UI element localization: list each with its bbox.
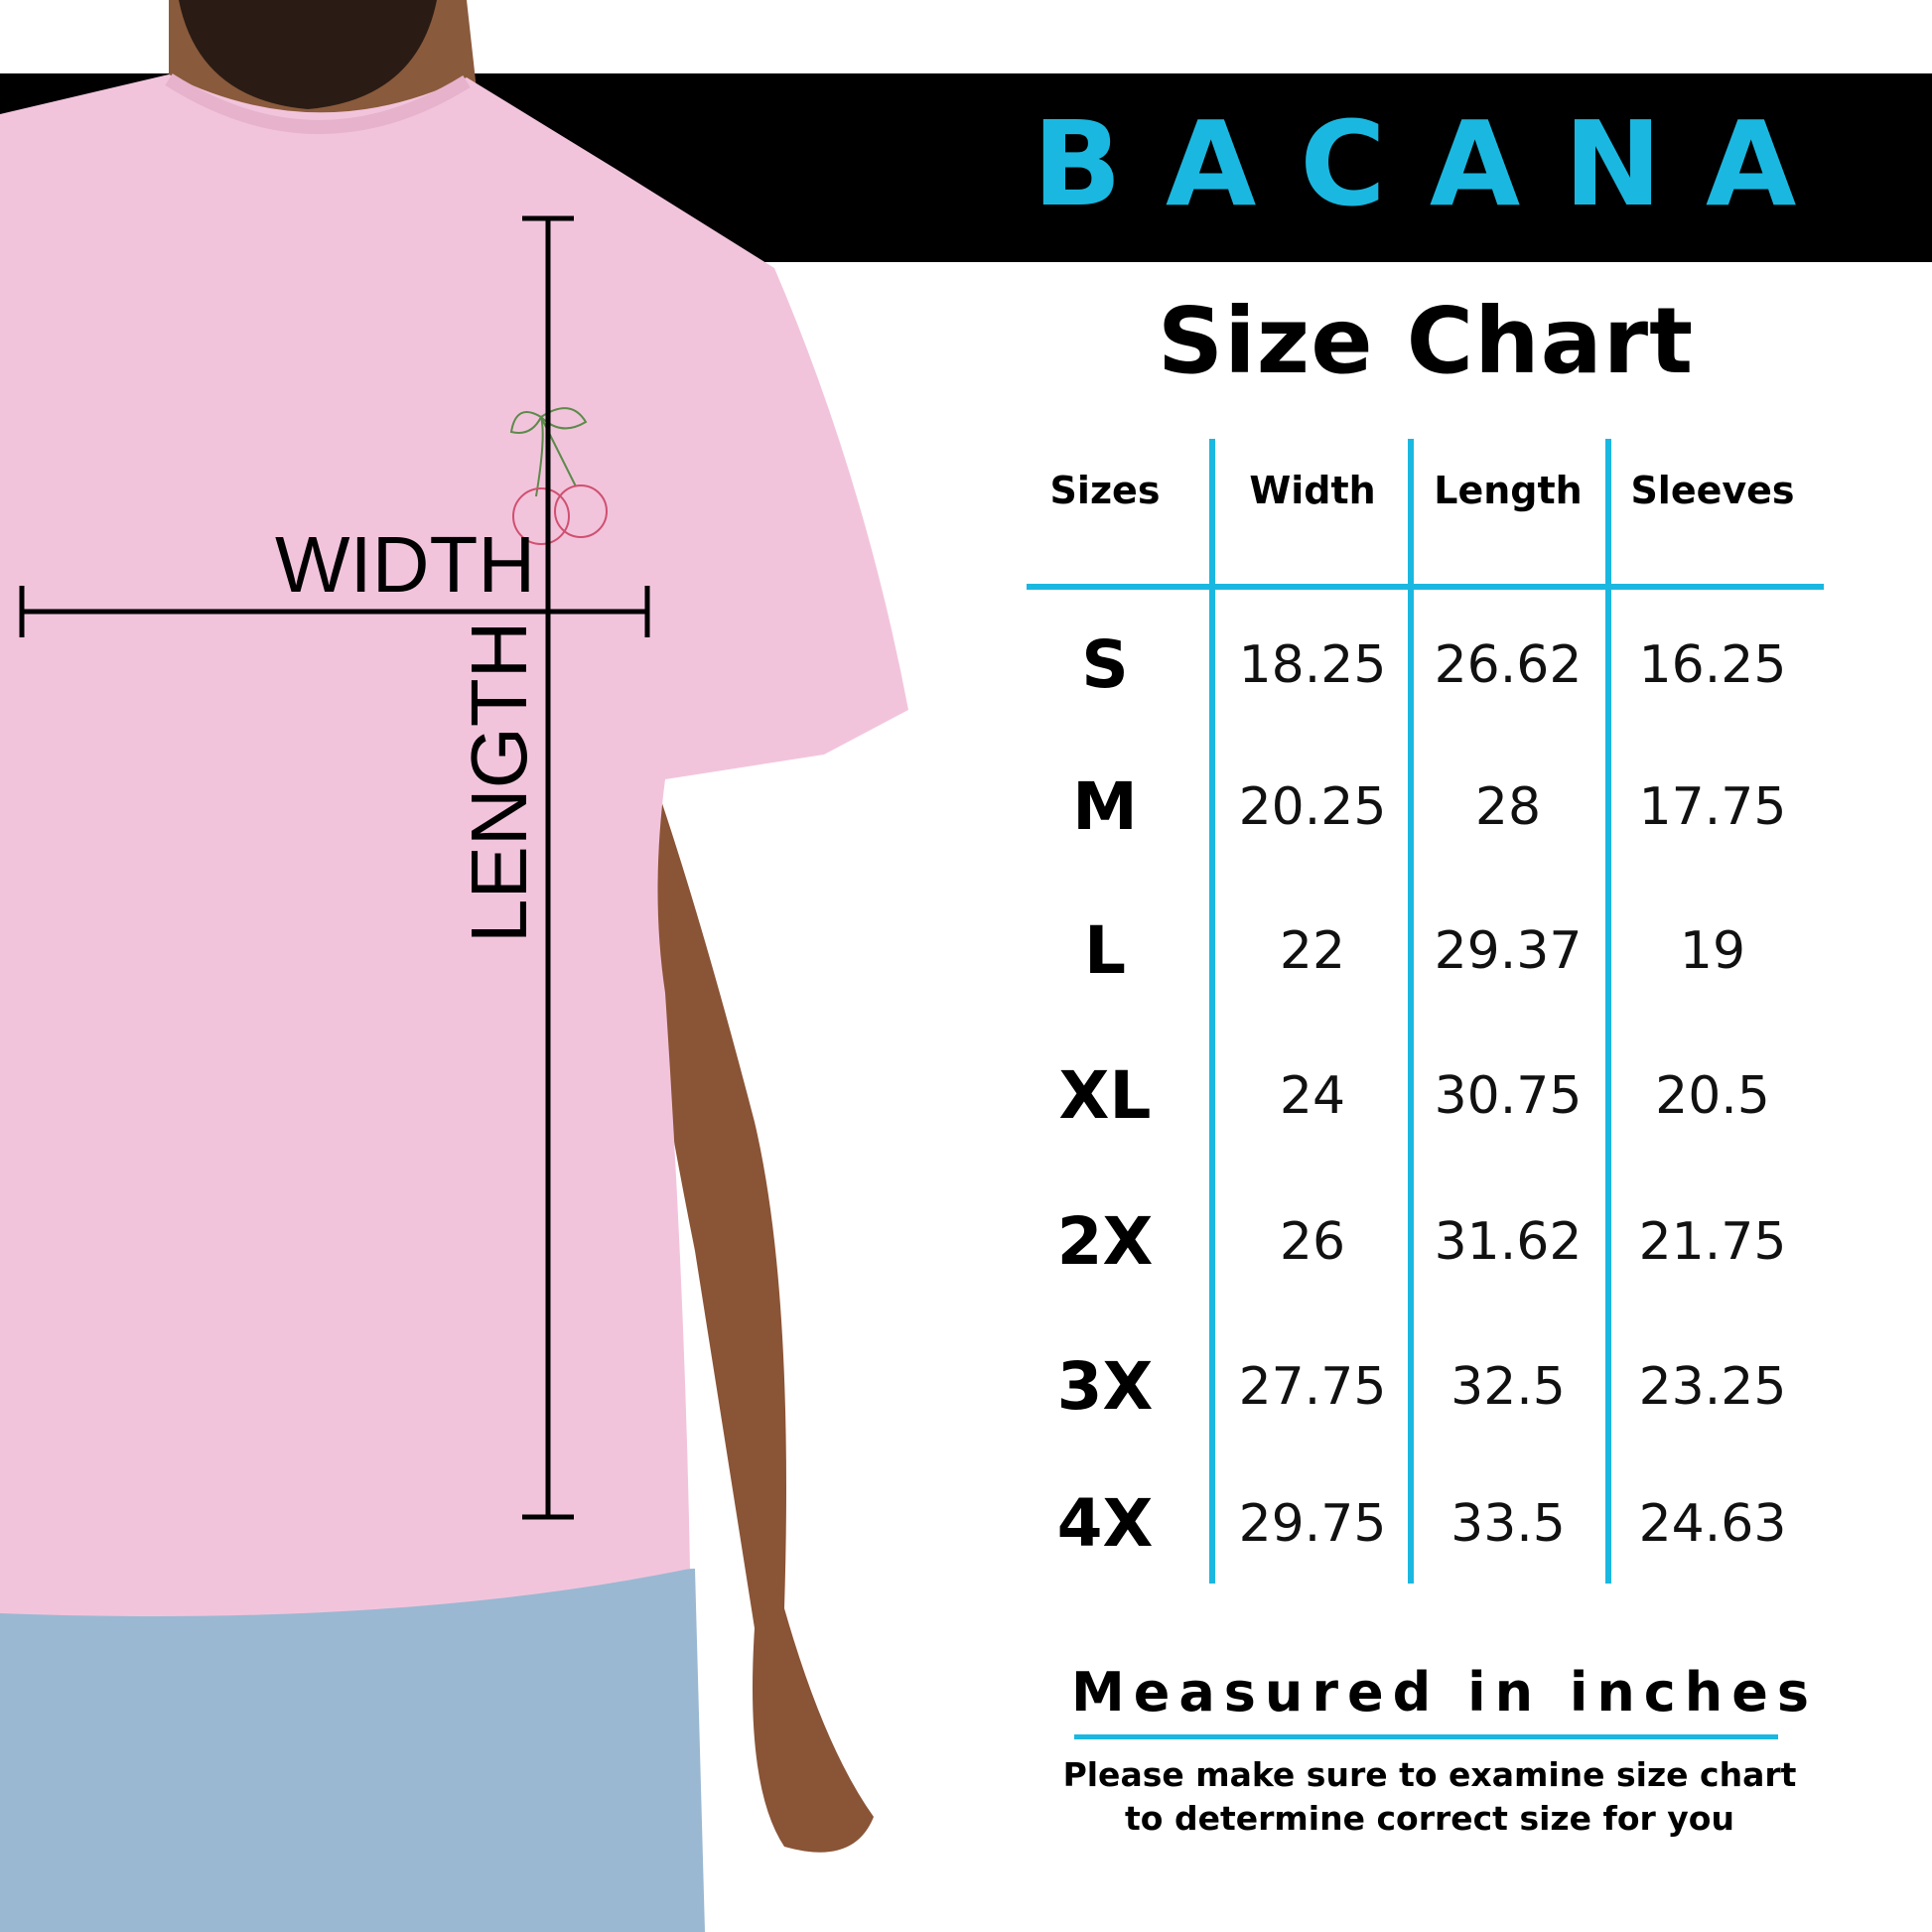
length-label: LENGTH	[455, 621, 543, 944]
table-cell-length: 29.37	[1434, 921, 1583, 981]
width-label: WIDTH	[275, 520, 535, 609]
table-cell-length: 32.5	[1450, 1357, 1566, 1417]
table-cell-width: 18.25	[1238, 635, 1387, 695]
model-jeans	[0, 1569, 705, 1932]
table-cell-width: 24	[1279, 1066, 1346, 1126]
cherry-icon	[509, 407, 608, 545]
model-beard	[179, 0, 437, 109]
table-cell-size: 4X	[1056, 1485, 1154, 1562]
table-cell-sleeves: 21.75	[1638, 1212, 1787, 1272]
model-arm	[635, 755, 874, 1853]
table-cell-sleeves: 23.25	[1638, 1357, 1787, 1417]
table-cell-size: S	[1081, 626, 1129, 703]
table-cell-width: 26	[1279, 1212, 1346, 1272]
column-header-length: Length	[1434, 469, 1583, 512]
brand-logo: BACANA	[1033, 95, 1841, 232]
model-photo: WIDTH LENGTH	[0, 0, 908, 1932]
table-cell-width: 20.25	[1238, 777, 1387, 837]
table-cell-size: 3X	[1056, 1348, 1154, 1425]
footer-note-line1: Please make sure to examine size chart	[1062, 1755, 1797, 1794]
table-cell-length: 26.62	[1434, 635, 1583, 695]
table-cell-size: 2X	[1056, 1203, 1154, 1280]
length-measure-line	[522, 215, 574, 1520]
table-cell-length: 30.75	[1434, 1066, 1583, 1126]
table-cell-width: 27.75	[1238, 1357, 1387, 1417]
column-divider	[1605, 439, 1611, 1584]
column-header-sleeves: Sleeves	[1630, 469, 1795, 512]
column-divider	[1408, 439, 1414, 1584]
table-cell-sleeves: 19	[1679, 921, 1746, 981]
column-divider	[1209, 439, 1215, 1584]
table-cell-width: 29.75	[1238, 1494, 1387, 1554]
units-underline	[1074, 1734, 1778, 1739]
table-cell-width: 22	[1279, 921, 1346, 981]
column-header-width: Width	[1249, 469, 1376, 512]
table-cell-length: 33.5	[1450, 1494, 1566, 1554]
column-header-sizes: Sizes	[1049, 469, 1161, 512]
page-title: Size Chart	[1157, 288, 1695, 394]
table-cell-length: 28	[1474, 777, 1542, 837]
table-cell-sleeves: 16.25	[1638, 635, 1787, 695]
table-cell-size: M	[1072, 768, 1138, 845]
width-measure-line	[19, 586, 650, 637]
table-cell-sleeves: 17.75	[1638, 777, 1787, 837]
table-cell-sleeves: 24.63	[1638, 1494, 1787, 1554]
shirt-collar	[165, 73, 471, 134]
shirt	[0, 74, 908, 1616]
table-cell-size: L	[1083, 912, 1127, 989]
units-note: Measured in inches	[1070, 1661, 1819, 1724]
footer-note-line2: to determine correct size for you	[1125, 1799, 1734, 1838]
table-header-divider	[1027, 584, 1824, 590]
table-cell-sleeves: 20.5	[1655, 1066, 1770, 1126]
table-cell-length: 31.62	[1434, 1212, 1583, 1272]
table-cell-size: XL	[1058, 1057, 1152, 1134]
